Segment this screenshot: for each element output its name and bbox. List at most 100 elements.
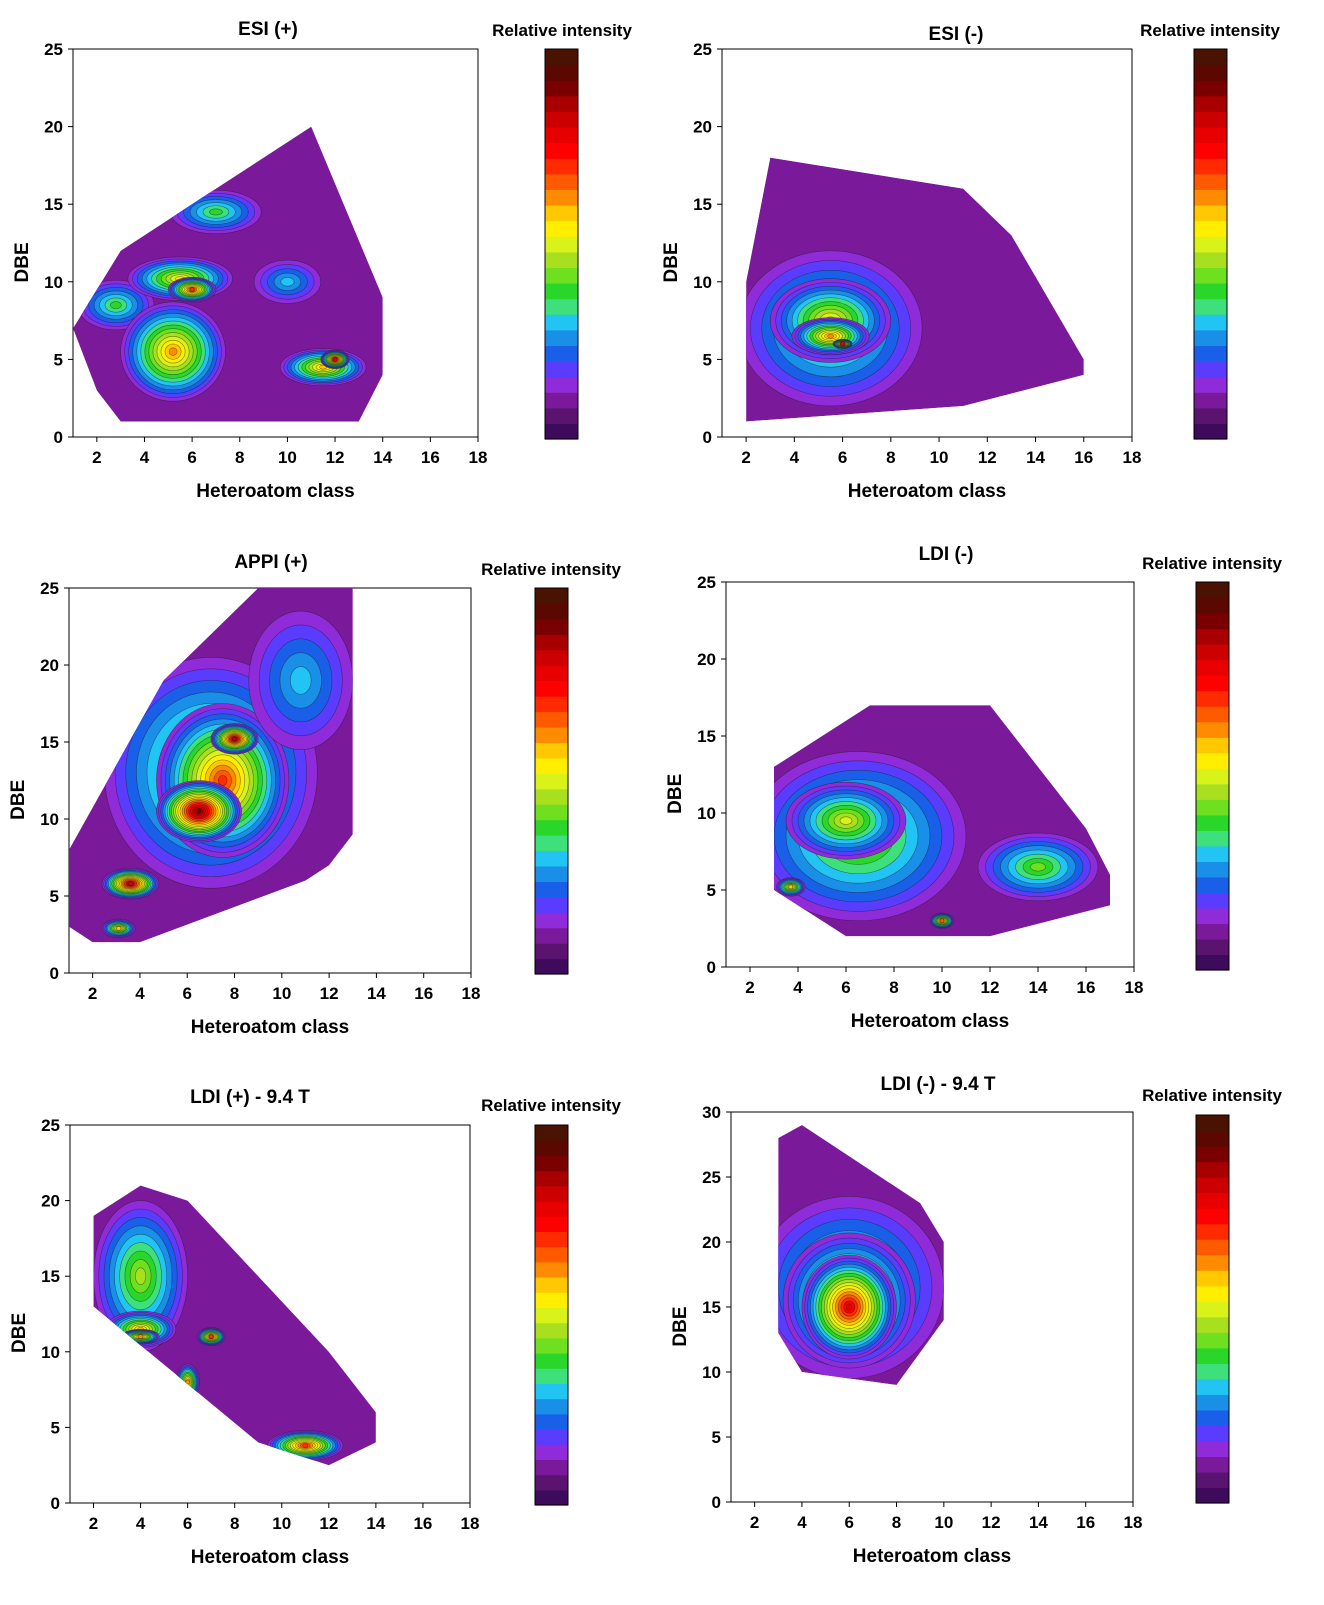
colorbar-swatch [1196, 1409, 1229, 1426]
colorbar-swatch [1196, 1347, 1229, 1364]
x-tick-label: 4 [797, 1513, 807, 1532]
colorbar-swatch [535, 881, 568, 898]
x-tick-label: 18 [1124, 1513, 1143, 1532]
colorbar-swatch [545, 95, 578, 112]
colorbar-swatch [1194, 314, 1227, 331]
colorbar-swatch [545, 283, 578, 300]
y-tick-label: 0 [712, 1493, 721, 1512]
colorbar-swatch [545, 205, 578, 222]
colorbar-swatch [535, 773, 568, 790]
colorbar-swatch [1196, 1394, 1229, 1411]
colorbar-swatch [1196, 1115, 1229, 1132]
colorbar-swatch [535, 927, 568, 944]
colorbar-frame [1193, 48, 1228, 440]
x-tick-label: 18 [469, 448, 488, 467]
panel-6: LDI (-) - 9.4 T 0 5 10 15 20 25 30 2 4 6 8 10 12 14 16 1… [670, 1074, 1282, 1567]
y-tick-label: 20 [40, 656, 59, 675]
colorbar-swatch [1196, 814, 1229, 831]
colorbar-swatch [1196, 1316, 1229, 1333]
colorbar-swatch [1196, 752, 1229, 769]
colorbar-swatch [545, 314, 578, 331]
colorbar [1195, 1114, 1230, 1504]
x-tick-label: 2 [92, 448, 101, 467]
y-tick-label: 10 [41, 1343, 60, 1362]
y-axis-label: DBE [12, 242, 33, 282]
colorbar-frame [534, 587, 569, 975]
colorbar-swatch [535, 958, 568, 975]
colorbar-swatch [1194, 329, 1227, 346]
colorbar-swatch [1194, 283, 1227, 300]
x-tick-label: 14 [1029, 1513, 1048, 1532]
colorbar [534, 1124, 569, 1506]
colorbar-swatch [535, 680, 568, 697]
intensity-peak-1 [77, 279, 155, 331]
colorbar-swatch [1196, 768, 1229, 785]
x-tick-label: 2 [741, 448, 750, 467]
colorbar-frame [534, 1124, 569, 1506]
y-axis-label: DBE [661, 242, 682, 282]
intensity-peak-4 [167, 276, 217, 303]
colorbar-swatch [545, 267, 578, 284]
colorbar-swatch [1196, 907, 1229, 925]
x-tick-label: 14 [366, 1514, 385, 1533]
x-tick-label: 10 [272, 984, 291, 1003]
plot-title: LDI (-) - 9.4 T [880, 1074, 995, 1095]
contour-level [196, 808, 202, 814]
colorbar-swatch [535, 850, 568, 867]
colorbar-swatch [1196, 1363, 1229, 1380]
colorbar-swatch [1196, 938, 1229, 956]
colorbar-swatch [1196, 597, 1229, 614]
contour-field [778, 1125, 944, 1385]
y-tick-label: 10 [693, 273, 712, 292]
colorbar-swatch [1196, 1130, 1229, 1147]
x-tick-label: 16 [414, 984, 433, 1003]
colorbar-swatch [545, 407, 578, 424]
y-tick-label: 15 [693, 195, 712, 214]
colorbar-swatch [545, 111, 578, 128]
x-tick-label: 2 [745, 978, 754, 997]
colorbar-swatch [545, 376, 578, 393]
colorbar [534, 587, 569, 975]
colorbar-swatch [535, 788, 568, 805]
intensity-peak-6 [101, 918, 136, 938]
x-tick-label: 14 [367, 984, 386, 1003]
contour-level [110, 301, 122, 309]
colorbar-swatch [1196, 659, 1229, 676]
x-tick-label: 10 [278, 448, 297, 467]
colorbar-swatch [1194, 49, 1227, 66]
x-tick-label: 4 [135, 984, 145, 1003]
colorbar-swatch [545, 64, 578, 81]
panel-5: LDI (+) - 9.4 T 0 5 10 15 20 25 2 4 6 8 10 12 14 16 18 H… [9, 1087, 621, 1568]
x-tick-label: 6 [183, 1514, 192, 1533]
intensity-peak-2 [785, 781, 907, 860]
x-tick-label: 8 [889, 978, 898, 997]
colorbar-swatch [535, 1429, 568, 1445]
y-tick-label: 5 [50, 887, 59, 906]
intensity-peak-4 [929, 912, 955, 929]
colorbar-swatch [535, 1140, 568, 1156]
intensity-peak-6 [253, 259, 322, 304]
contour-field [73, 126, 383, 422]
colorbar-swatch [1196, 783, 1229, 800]
colorbar-swatch [545, 189, 578, 206]
colorbar-swatch [545, 298, 578, 315]
colorbar-swatch [1194, 376, 1227, 393]
colorbar-frame [1195, 581, 1230, 971]
colorbar-swatch [1194, 392, 1227, 409]
y-tick-label: 10 [697, 804, 716, 823]
contour-level [280, 277, 295, 287]
y-tick-label: 5 [712, 1428, 721, 1447]
colorbar [1193, 48, 1228, 440]
colorbar-swatch [535, 1353, 568, 1369]
x-axis-label: Heteroatom class [853, 1546, 1011, 1567]
colorbar-swatch [535, 1277, 568, 1293]
x-tick-label: 12 [320, 984, 339, 1003]
colorbar-swatch [535, 742, 568, 759]
colorbar-swatch [1194, 251, 1227, 268]
colorbar-swatch [1196, 690, 1229, 707]
x-tick-label: 16 [421, 448, 440, 467]
x-tick-label: 18 [1123, 448, 1142, 467]
x-tick-label: 6 [845, 1513, 854, 1532]
intensity-peak-7 [248, 610, 353, 751]
intensity-peak-2 [120, 301, 226, 402]
